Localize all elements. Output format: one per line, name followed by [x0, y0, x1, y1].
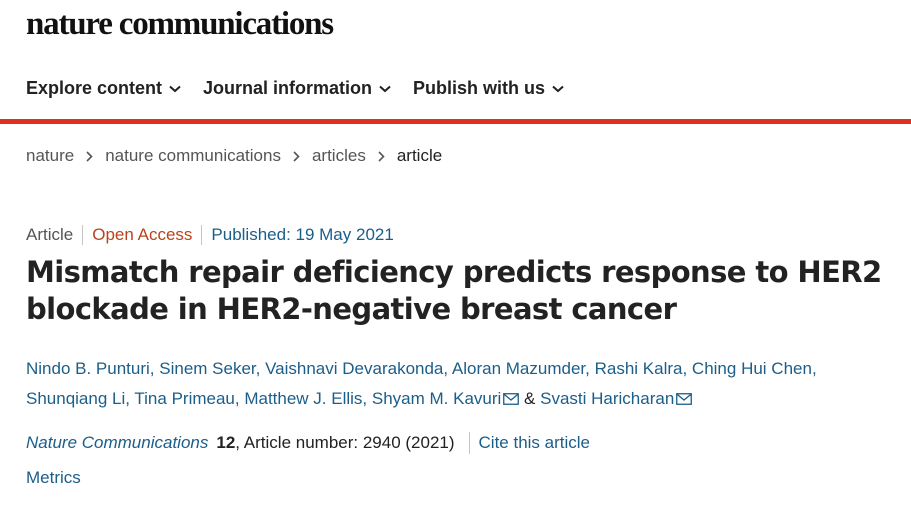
breadcrumb: nature nature communications articles ar…	[26, 146, 442, 166]
author-link[interactable]: Nindo B. Punturi	[26, 359, 150, 378]
article-meta: Article Open Access Published: 19 May 20…	[26, 225, 394, 245]
author-link[interactable]: Sinem Seker	[159, 359, 256, 378]
nav-label: Journal information	[203, 78, 373, 98]
author-link[interactable]: Svasti Haricharan	[540, 389, 675, 408]
author-joiner: &	[524, 389, 536, 408]
chevron-right-icon	[378, 150, 385, 162]
header-accent-bar	[0, 119, 911, 124]
volume-number: 12	[216, 433, 236, 452]
author-link[interactable]: Tina Primeau	[134, 389, 235, 408]
breadcrumb-nature-communications[interactable]: nature communications	[105, 146, 281, 165]
published-date: Published: 19 May 2021	[211, 225, 394, 244]
author-link[interactable]: Shunqiang Li	[26, 389, 126, 408]
chevron-down-icon	[379, 85, 391, 92]
chevron-right-icon	[86, 150, 93, 162]
nav-explore-content[interactable]: Explore content	[26, 78, 181, 99]
mail-icon[interactable]	[676, 393, 693, 405]
nav-journal-information[interactable]: Journal information	[203, 78, 391, 99]
author-link[interactable]: Shyam M. Kavuri	[371, 389, 502, 408]
article-number: , Article number: 2940 (2021)	[235, 433, 455, 452]
breadcrumb-articles[interactable]: articles	[311, 146, 366, 165]
author-list: Nindo B. Punturi, Sinem Seker, Vaishnavi…	[26, 359, 817, 408]
open-access-badge: Open Access	[92, 225, 193, 244]
author-link[interactable]: Vaishnavi Devarakonda	[265, 359, 444, 378]
divider	[468, 432, 470, 454]
site-logo[interactable]: nature communications	[26, 6, 334, 42]
article-type: Article	[26, 225, 74, 244]
chevron-down-icon	[169, 85, 181, 92]
mail-icon[interactable]	[503, 393, 520, 405]
nav-label: Publish with us	[413, 78, 546, 98]
main-nav: Explore content Journal information Publ…	[26, 78, 586, 99]
journal-name[interactable]: Nature Communications	[26, 433, 209, 452]
author-link[interactable]: Ching Hui Chen	[691, 359, 812, 378]
author-link[interactable]: Aloran Mazumder	[451, 359, 586, 378]
cite-this-article-link[interactable]: Cite this article	[478, 433, 590, 452]
author-link[interactable]: Rashi Kalra	[594, 359, 683, 378]
breadcrumb-current: article	[396, 146, 443, 165]
metrics-link[interactable]: Metrics	[26, 468, 81, 487]
article-title: Mismatch repair deficiency predicts resp…	[26, 255, 882, 326]
divider	[82, 225, 84, 245]
nav-publish-with-us[interactable]: Publish with us	[413, 78, 564, 99]
citation-line: Nature Communications 12 , Article numbe…	[26, 432, 590, 454]
chevron-right-icon	[293, 150, 300, 162]
nav-label: Explore content	[26, 78, 163, 98]
chevron-down-icon	[552, 85, 564, 92]
breadcrumb-nature[interactable]: nature	[26, 146, 75, 165]
author-link[interactable]: Matthew J. Ellis	[244, 389, 363, 408]
divider	[201, 225, 203, 245]
